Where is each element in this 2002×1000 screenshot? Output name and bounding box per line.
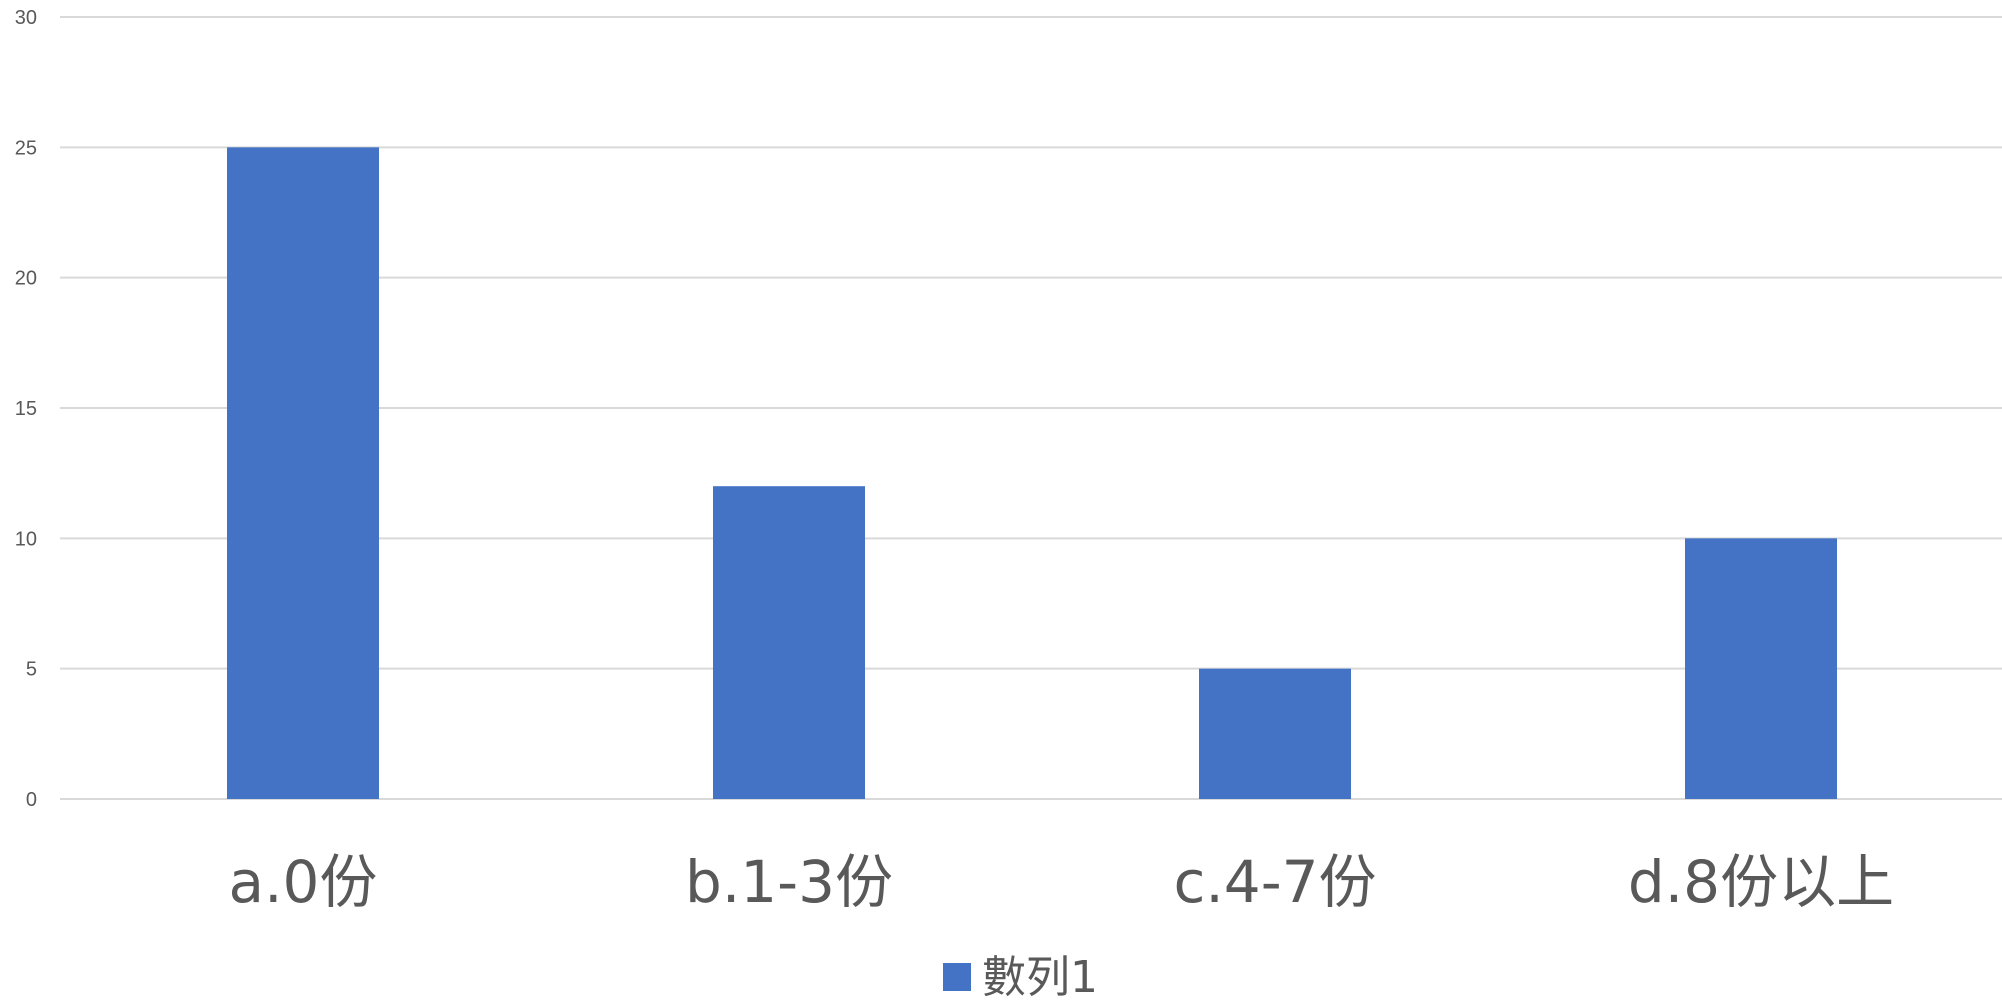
bar	[713, 486, 865, 799]
x-tick-label: b.1-3份	[685, 848, 893, 916]
bar	[1685, 538, 1837, 799]
bars	[227, 147, 1837, 800]
y-tick-label: 25	[15, 137, 37, 159]
bar	[1199, 668, 1351, 799]
legend-swatch	[943, 963, 971, 991]
legend: 數列1	[943, 952, 1098, 1000]
x-tick-label: c.4-7份	[1173, 848, 1376, 916]
y-tick-label: 5	[26, 659, 37, 681]
y-tick-label: 15	[15, 398, 37, 420]
gridlines	[60, 16, 2002, 800]
y-tick-label: 10	[15, 528, 37, 550]
x-axis-ticks: a.0份 b.1-3份 c.4-7份 d.8份以上	[229, 848, 1895, 916]
y-axis-ticks: 0 5 10 15 20 25 30	[15, 7, 37, 811]
bar	[227, 147, 379, 800]
x-tick-label: a.0份	[229, 848, 378, 916]
y-tick-label: 20	[15, 268, 37, 290]
x-tick-label: d.8份以上	[1628, 848, 1894, 916]
y-tick-label: 0	[26, 789, 37, 811]
legend-label: 數列1	[982, 952, 1098, 1000]
y-tick-label: 30	[15, 7, 37, 29]
